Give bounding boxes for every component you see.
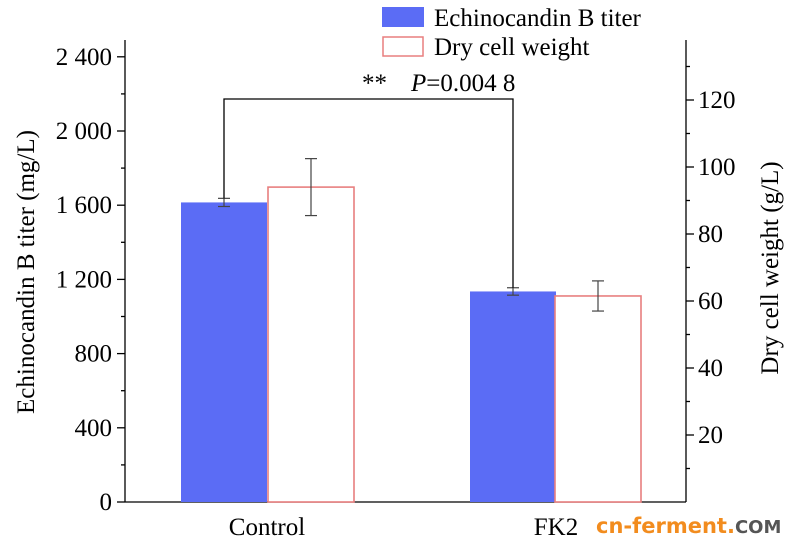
right-tick-label: 20 (698, 422, 723, 449)
watermark-dot: . (727, 514, 735, 538)
left-tick-label: 1 600 (56, 192, 112, 219)
left-tick-label: 1 200 (56, 266, 112, 293)
left-axis-title: Echinocandin B titer (mg/L) (13, 130, 40, 414)
p-value-label: P=0.004 8 (410, 70, 515, 97)
x-tick-label-control: Control (229, 514, 305, 541)
bar-dcw-fk2 (554, 295, 642, 503)
bar-dcw-control (267, 186, 355, 503)
left-tick-label: 0 (100, 489, 113, 516)
right-axis-title: Dry cell weight (g/L) (757, 161, 784, 374)
right-tick-label: 60 (698, 288, 723, 315)
significance-bracket (223, 98, 514, 288)
significance-stars: ** (362, 70, 387, 97)
legend-label-titer: Echinocandin B titer (434, 5, 642, 32)
right-tick-label: 40 (698, 355, 723, 382)
left-ticks: 0 400 800 1 200 1 600 2 000 2 400 (56, 44, 125, 516)
right-tick-label: 120 (698, 87, 736, 114)
right-ticks: 20 40 60 80 100 120 (686, 65, 736, 470)
left-tick-label: 2 000 (56, 118, 112, 145)
left-tick-label: 400 (75, 415, 113, 442)
bar-titer-fk2 (470, 291, 556, 502)
watermark-main: cn-ferment (596, 514, 727, 538)
legend-swatch-dcw (382, 36, 424, 57)
bar-titer-control (181, 202, 267, 503)
watermark-tld: COM (735, 517, 781, 538)
legend-label-dcw: Dry cell weight (434, 34, 590, 61)
right-tick-label: 80 (698, 221, 723, 248)
watermark: cn-ferment.COM (596, 514, 781, 538)
x-tick-label-fk2: FK2 (534, 514, 578, 541)
left-tick-label: 2 400 (56, 44, 112, 71)
left-tick-label: 800 (75, 341, 113, 368)
p-label-value: =0.004 8 (426, 70, 515, 97)
legend-swatch-titer (382, 7, 424, 27)
right-tick-label: 100 (698, 154, 736, 181)
p-label-italic: P (410, 70, 426, 97)
